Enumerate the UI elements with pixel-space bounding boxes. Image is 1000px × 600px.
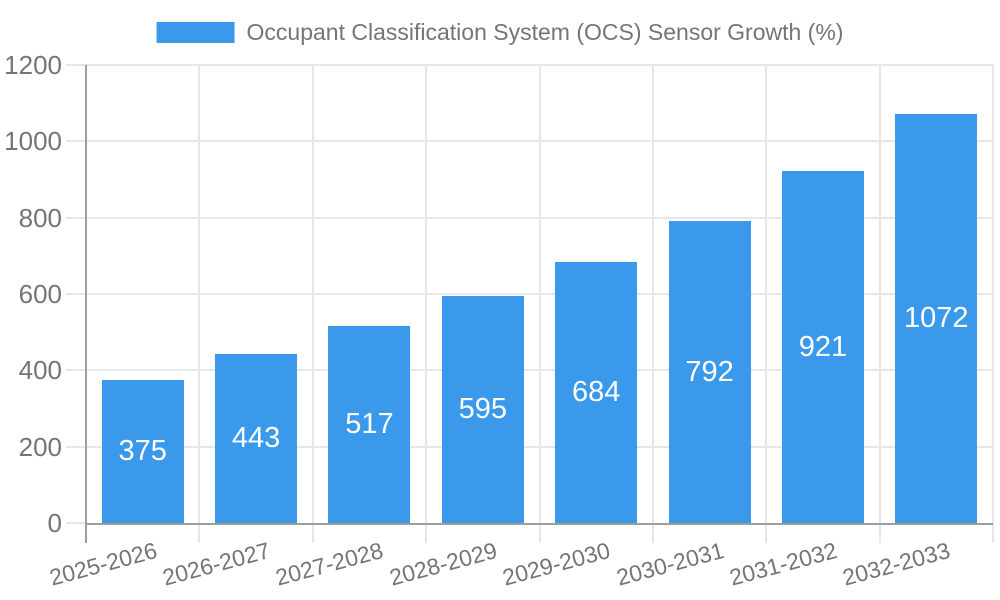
gridline-horizontal — [66, 293, 993, 295]
bar-value-label: 517 — [345, 408, 394, 441]
x-tick-label: 2029-2030 — [499, 537, 613, 591]
y-tick-label: 1000 — [4, 126, 62, 157]
x-tick-label: 2025-2026 — [46, 537, 160, 591]
y-axis-line — [85, 65, 87, 543]
bar: 921 — [781, 171, 864, 523]
x-tick-label: 2027-2028 — [273, 537, 387, 591]
x-tick-label: 2026-2027 — [159, 537, 273, 591]
gridline-vertical — [311, 65, 314, 543]
gridline-vertical — [765, 65, 768, 543]
gridline-vertical — [198, 65, 201, 543]
bar-value-label: 375 — [118, 435, 167, 468]
y-axis-tick — [66, 522, 86, 524]
x-tick-label: 2030-2031 — [613, 537, 727, 591]
x-tick-label: 2028-2029 — [386, 537, 500, 591]
gridline-vertical — [878, 65, 881, 543]
bar: 443 — [215, 353, 298, 523]
bar-value-label: 443 — [231, 422, 281, 455]
x-axis-line — [86, 523, 993, 525]
bar-value-label: 684 — [571, 376, 621, 409]
y-tick-label: 400 — [18, 355, 62, 386]
gridline-vertical — [992, 65, 994, 543]
bar: 375 — [101, 379, 184, 523]
y-tick-label: 800 — [18, 202, 62, 233]
bar-value-label: 921 — [798, 331, 848, 364]
y-tick-label: 0 — [47, 508, 62, 538]
x-tick-label: 2032-2033 — [840, 537, 954, 591]
gridline-horizontal — [66, 445, 993, 448]
legend-label: Occupant Classification System (OCS) Sen… — [246, 19, 844, 45]
x-tick-label: 2031-2032 — [726, 537, 840, 591]
gridline-vertical — [538, 65, 541, 543]
y-tick-label: 200 — [18, 431, 62, 462]
gridline-horizontal — [66, 369, 993, 372]
bar-value-label: 792 — [685, 355, 734, 388]
gridline-horizontal — [66, 140, 993, 143]
bar-value-label: 595 — [458, 393, 507, 426]
bar: 595 — [441, 295, 524, 523]
legend-swatch — [156, 21, 235, 43]
gridline-horizontal — [66, 64, 993, 66]
y-tick-label: 600 — [18, 279, 62, 309]
bar-value-label: 1072 — [904, 302, 969, 335]
gridline-horizontal — [66, 216, 993, 219]
bar: 792 — [668, 220, 751, 523]
legend-item[interactable]: Occupant Classification System (OCS) Sen… — [156, 18, 844, 46]
gridline-vertical — [425, 65, 428, 543]
bar: 517 — [328, 325, 411, 523]
bar: 1072 — [895, 113, 978, 523]
y-tick-label: 1200 — [4, 50, 62, 80]
bar: 684 — [555, 261, 638, 523]
gridline-vertical — [651, 65, 654, 543]
